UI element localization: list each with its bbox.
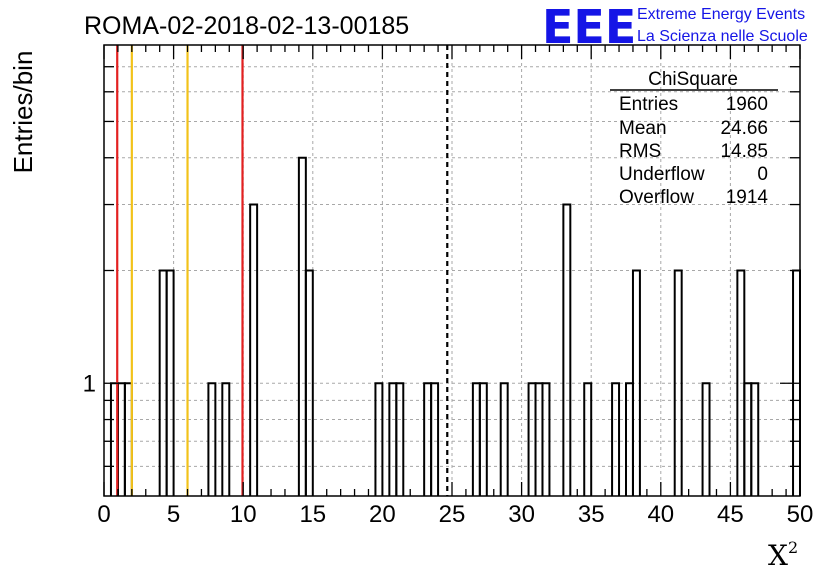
stats-label-mean: Mean [619,118,667,139]
x-tick-label: 25 [439,501,466,528]
histogram-bin [297,156,307,496]
x-tick-label: 35 [578,501,605,528]
x-tick-label: 50 [787,501,814,528]
histogram-bin [499,382,509,496]
stats-label-rms: RMS [619,141,661,162]
logo-tagline-1: Extreme Energy Events [637,6,805,23]
y-axis-title: Entries/bin [8,51,38,174]
histogram-bin [631,269,641,496]
reference-lines [116,45,449,496]
histogram-bin [165,269,175,496]
histogram-bin [701,382,711,496]
histogram-bin [304,269,314,496]
histogram-bin [562,203,572,496]
stats-value-mean: 24.66 [720,118,768,139]
stats-label-underflow: Underflow [619,164,705,185]
x-axis: 0 5 10 15 20 25 30 35 40 45 50 [97,45,813,528]
histogram-bin [249,203,259,496]
chart-title: ROMA-02-2018-02-13-00185 [84,12,409,40]
y-axis: 1 [83,66,800,467]
stats-label-overflow: Overflow [619,187,694,208]
logo-tagline-2: La Scienza nelle Scuole [637,28,808,45]
grid [104,45,800,496]
x-tick-label: 40 [647,501,674,528]
x-axis-title-base: X [768,539,788,572]
histogram-bin [673,269,683,496]
histogram-bin [541,382,551,496]
x-tick-label: 20 [369,501,396,528]
histogram-bin [583,382,593,496]
x-tick-label: 45 [717,501,744,528]
stats-title: ChiSquare [648,69,738,90]
histogram-bin [207,382,217,496]
x-tick-label: 0 [97,501,110,528]
histogram-bin [221,382,231,496]
histogram-bin [611,382,621,496]
x-tick-label: 10 [230,501,257,528]
y-tick-label: 1 [83,370,96,397]
histogram-bin [430,382,440,496]
histogram-bars [109,156,801,496]
x-axis-title: X2 [768,538,798,572]
x-tick-label: 30 [508,501,535,528]
stats-value-overflow: 1914 [726,187,769,208]
stats-value-underflow: 0 [757,164,768,185]
histogram-bin [395,382,405,496]
histogram-bin [478,382,488,496]
x-tick-label: 5 [167,501,180,528]
stats-value-entries: 1960 [726,94,768,115]
x-tick-label: 15 [299,501,326,528]
stats-box: ChiSquare Entries 1960 Mean 24.66 RMS 14… [610,69,778,208]
histogram-bin [750,382,760,496]
stats-label-entries: Entries [619,94,678,115]
x-axis-title-superscript: 2 [788,538,798,557]
eee-logo-mark: EEE [542,0,636,54]
histogram-bin [374,382,384,496]
stats-value-rms: 14.85 [720,141,768,162]
